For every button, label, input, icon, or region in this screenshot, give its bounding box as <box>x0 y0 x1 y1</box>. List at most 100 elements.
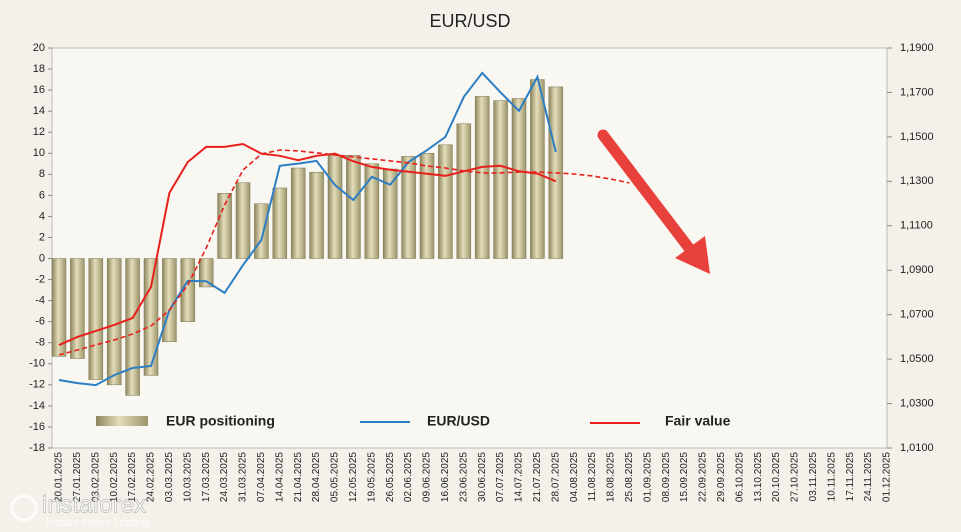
legend: EUR positioning EUR/USD Fair value <box>96 413 731 429</box>
x-tick-label: 13.10.2025 <box>753 452 764 502</box>
y-tick-label: 16 <box>33 84 45 96</box>
legend-label: EUR/USD <box>427 413 490 429</box>
bar <box>309 171 324 259</box>
bar <box>217 193 232 259</box>
bar <box>162 258 177 342</box>
bar <box>327 155 343 259</box>
y-tick-label: -2 <box>35 273 45 285</box>
x-tick-label: 07.04.2025 <box>256 452 267 502</box>
brand: instaforex <box>42 491 146 518</box>
line <box>58 149 630 356</box>
bar <box>401 156 416 259</box>
x-tick-label: 10.03.2025 <box>182 452 193 502</box>
x-tick-label: 08.09.2025 <box>661 452 672 502</box>
tagline: Instant Forex Trading <box>46 517 150 529</box>
bar <box>70 258 85 359</box>
x-tick-label: 25.08.2025 <box>624 452 635 502</box>
x-tick-label: 20.10.2025 <box>771 452 782 502</box>
y-tick-label: -6 <box>35 316 45 328</box>
x-tick-label: 21.07.2025 <box>532 452 543 502</box>
y2-tick-label: 1,0500 <box>900 353 934 365</box>
x-tick-label: 31.03.2025 <box>238 452 249 502</box>
x-tick-label: 20.01.2025 <box>54 452 65 502</box>
legend-swatch <box>96 416 148 426</box>
logo <box>10 494 38 522</box>
y-tick-label: 14 <box>33 105 45 117</box>
watermark: instaforex Instant Forex Trading <box>10 491 150 529</box>
y-tick-label: -10 <box>29 358 45 370</box>
y-tick-label: -8 <box>35 337 45 349</box>
bar <box>438 144 453 259</box>
y2-tick-label: 1,0900 <box>900 264 934 276</box>
x-tick-label: 15.09.2025 <box>679 452 690 502</box>
legend-label: Fair value <box>665 413 731 429</box>
x-tick-label: 19.05.2025 <box>366 452 377 502</box>
x-tick-label: 09.06.2025 <box>422 452 433 502</box>
bar <box>364 163 380 259</box>
x-tick-label: 28.07.2025 <box>550 452 561 502</box>
bar <box>88 258 104 380</box>
x-tick-label: 29.09.2025 <box>716 452 727 502</box>
bar <box>106 258 122 386</box>
x-tick-label: 03.11.2025 <box>808 452 819 502</box>
x-tick-label: 18.08.2025 <box>606 452 617 502</box>
bar <box>235 182 251 259</box>
y2-tick-label: 1,1100 <box>900 220 933 232</box>
y-tick-label: 4 <box>39 210 45 222</box>
bar <box>474 96 490 259</box>
y-tick-label: -4 <box>35 295 45 307</box>
y-tick-label: -16 <box>29 421 45 433</box>
y-tick-label: 18 <box>33 63 45 75</box>
trend-arrow-head <box>675 236 710 274</box>
marks: -18 -16 -14 -12 -10 -8 -6 -4 -2 0 2 4 6 8 10 12 14 16 18 20… <box>29 42 934 502</box>
y-tick-label: 6 <box>39 189 45 201</box>
x-tick-label: 23.06.2025 <box>458 452 469 502</box>
bar <box>346 155 361 259</box>
y2-tick-label: 1,1900 <box>900 42 934 54</box>
y-tick-label: 10 <box>33 147 45 159</box>
x-tick-label: 17.03.2025 <box>201 452 212 502</box>
y-tick-label: 2 <box>39 231 45 243</box>
bar <box>290 167 306 259</box>
x-tick-label: 24.02.2025 <box>146 452 157 502</box>
bar <box>125 258 140 396</box>
bar <box>530 79 545 259</box>
y-tick-label: -18 <box>29 442 45 454</box>
y-tick-label: -14 <box>29 400 45 412</box>
x-tick-label: 10.02.2025 <box>109 452 120 502</box>
y2-tick-label: 1,0300 <box>900 397 934 409</box>
y2-tick-label: 1,0700 <box>900 309 934 321</box>
x-tick-label: 14.04.2025 <box>274 452 285 502</box>
x-tick-label: 04.08.2025 <box>569 452 580 502</box>
y2-tick-label: 1,0100 <box>900 442 934 454</box>
y-tick-label: 0 <box>39 252 45 264</box>
y-tick-label: 20 <box>33 42 45 54</box>
x-tick-label: 17.02.2025 <box>127 452 138 502</box>
bar <box>180 258 196 322</box>
line <box>58 71 557 387</box>
x-tick-label: 02.06.2025 <box>403 452 414 502</box>
bar <box>493 100 508 259</box>
x-tick-label: 14.07.2025 <box>514 452 525 502</box>
y-tick-label: -12 <box>29 379 45 391</box>
x-tick-label: 01.09.2025 <box>642 452 653 502</box>
bar <box>272 187 288 259</box>
x-tick-label: 21.04.2025 <box>293 452 304 502</box>
x-tick-label: 07.07.2025 <box>495 452 506 502</box>
x-tick-label: 22.09.2025 <box>698 452 709 502</box>
x-tick-label: 11.08.2025 <box>587 452 598 502</box>
x-tick-label: 26.05.2025 <box>385 452 396 502</box>
bar <box>419 153 435 259</box>
y2-tick-label: 1,1300 <box>900 175 934 187</box>
bar <box>511 98 527 259</box>
x-tick-label: 27.10.2025 <box>790 452 801 502</box>
x-tick-label: 10.11.2025 <box>826 452 837 502</box>
x-tick-label: 01.12.2025 <box>882 452 893 502</box>
bar <box>143 258 159 376</box>
x-tick-label: 24.03.2025 <box>219 452 230 502</box>
chart-title: EUR/USD <box>429 11 510 31</box>
x-tick-label: 12.05.2025 <box>348 452 359 502</box>
x-tick-label: 03.03.2025 <box>164 452 175 502</box>
y2-tick-label: 1,1500 <box>900 131 934 143</box>
bar <box>456 123 472 259</box>
